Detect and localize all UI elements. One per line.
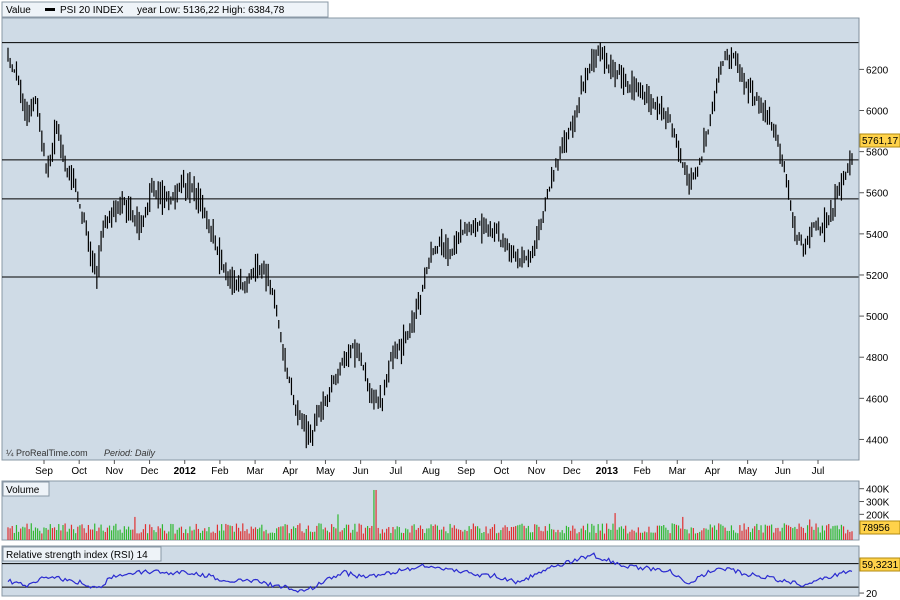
rsi-last-value-tag	[859, 557, 900, 572]
month-label: May	[316, 466, 335, 477]
month-label: Apr	[705, 466, 721, 477]
month-label: Feb	[211, 466, 229, 477]
volume-panel-title: Volume	[6, 485, 40, 496]
price-last-value-label: 5761,17	[862, 136, 899, 147]
month-label: Mar	[669, 466, 687, 477]
month-label: Dec	[563, 466, 581, 477]
month-label: Jun	[775, 466, 791, 477]
legend-year-range: year Low: 5136,22 High: 6384,78	[137, 5, 285, 16]
month-label: Nov	[528, 466, 546, 477]
month-label: Oct	[71, 466, 87, 477]
price-panel-background	[1, 17, 860, 461]
rsi-y-tick-label: 20	[866, 589, 878, 600]
rsi-line	[7, 552, 853, 593]
legend-value-label: Value	[6, 5, 31, 16]
month-label: Dec	[141, 466, 159, 477]
month-label: Feb	[633, 466, 651, 477]
watermark-logo: ¼	[6, 448, 14, 458]
volume-y-tick-label: 200K	[866, 510, 890, 521]
month-label: Jun	[353, 466, 369, 477]
price-y-tick-label: 5600	[866, 189, 889, 200]
month-label: Apr	[282, 466, 298, 477]
rsi-label-box	[2, 546, 162, 562]
rsi-last-value-label: 59,3231	[862, 560, 899, 571]
month-label: May	[738, 466, 757, 477]
legend-box	[1, 1, 329, 18]
rsi-panel-title: Relative strength index (RSI) 14	[6, 550, 148, 561]
price-y-tick-label: 5400	[866, 230, 889, 241]
month-label: Aug	[422, 466, 440, 477]
legend-series-name: PSI 20 INDEX	[60, 5, 124, 16]
legend-series-swatch	[45, 8, 55, 11]
volume-last-value-label: 78956	[862, 523, 890, 534]
price-y-tick-label: 5000	[866, 312, 889, 323]
month-label: 2012	[174, 466, 197, 477]
month-label: Jul	[389, 466, 402, 477]
month-label: Sep	[35, 466, 53, 477]
price-last-value-tag	[859, 133, 900, 148]
month-label: Mar	[246, 466, 264, 477]
month-label: Sep	[457, 466, 475, 477]
watermark-brand: ProRealTime.com	[16, 448, 88, 458]
volume-y-tick-label: 400K	[866, 485, 890, 496]
price-y-tick-label: 6200	[866, 65, 889, 76]
price-y-tick-label: 6000	[866, 107, 889, 118]
price-y-tick-label: 5200	[866, 271, 889, 282]
month-label: 2013	[596, 466, 619, 477]
month-label: Nov	[105, 466, 123, 477]
volume-last-value-tag	[859, 520, 900, 535]
volume-y-tick-label: 300K	[866, 498, 890, 509]
price-y-tick-label: 4400	[866, 435, 889, 446]
price-y-tick-label: 5800	[866, 148, 889, 159]
price-y-tick-label: 4800	[866, 353, 889, 364]
watermark-period: Period: Daily	[104, 448, 156, 458]
month-label: Jul	[812, 466, 825, 477]
volume-label-box	[2, 481, 50, 497]
price-y-tick-label: 4600	[866, 394, 889, 405]
month-label: Oct	[494, 466, 510, 477]
